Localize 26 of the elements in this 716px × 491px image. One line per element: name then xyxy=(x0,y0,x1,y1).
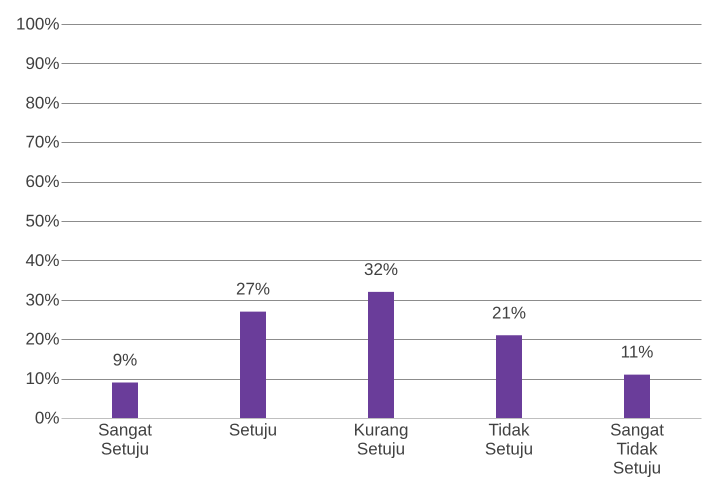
y-tick-label: 20% xyxy=(25,330,60,349)
x-tick-label: Kurang Setuju xyxy=(354,420,408,458)
x-tick-label: Sangat Setuju xyxy=(98,420,152,458)
data-label: 9% xyxy=(112,350,138,370)
bar xyxy=(624,374,650,418)
y-tick-label: 80% xyxy=(25,93,60,112)
y-tick-label: 90% xyxy=(25,54,60,73)
y-tick-label: 100% xyxy=(16,14,60,34)
data-label: 11% xyxy=(620,342,654,362)
y-tick-label: 70% xyxy=(25,132,60,152)
bar xyxy=(112,382,138,418)
y-tick-label: 40% xyxy=(25,250,60,270)
data-label: 27% xyxy=(236,280,270,299)
y-tick-label: 0% xyxy=(34,408,60,428)
x-tick-label: Sangat Tidak Setuju xyxy=(610,420,664,478)
data-label: 21% xyxy=(492,303,526,322)
bar xyxy=(240,312,266,418)
bar xyxy=(496,335,522,418)
x-tick-label: Tidak Setuju xyxy=(484,420,534,458)
y-tick-label: 60% xyxy=(25,172,60,192)
y-tick-label: 50% xyxy=(25,212,60,230)
x-tick-label: Setuju xyxy=(228,420,278,440)
y-tick-label: 10% xyxy=(25,369,60,388)
y-tick-label: 30% xyxy=(25,290,60,310)
bar xyxy=(368,292,394,418)
data-label: 32% xyxy=(364,260,398,279)
